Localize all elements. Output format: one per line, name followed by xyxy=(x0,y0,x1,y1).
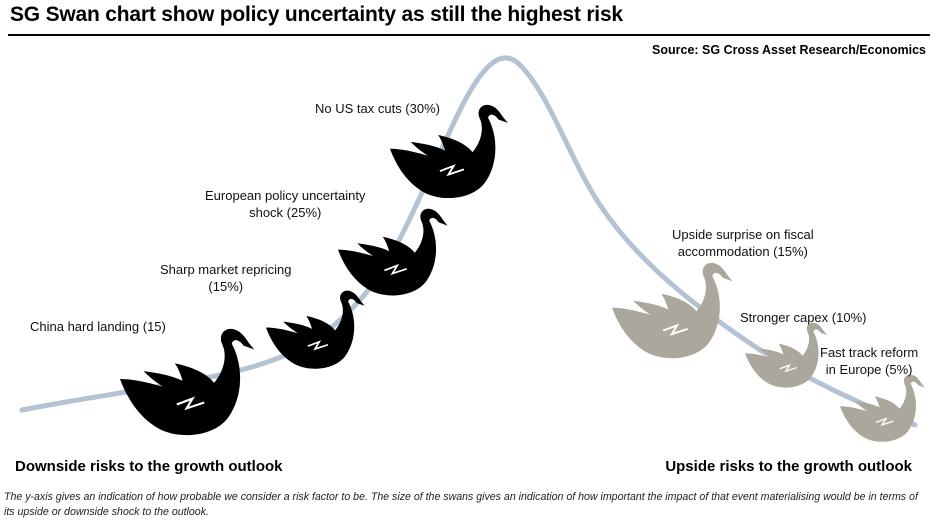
label-line: in Europe (5%) xyxy=(825,362,913,377)
footnote: The y-axis gives an indication of how pr… xyxy=(4,491,918,518)
label-line: Upside surprise on fiscal xyxy=(672,227,814,242)
upside-axis-label: Upside risks to the growth outlook xyxy=(665,458,912,475)
label-china-hard-landing: China hard landing (15) xyxy=(30,318,166,335)
label-sharp-market-repricing: Sharp market repricing (15%) xyxy=(160,261,292,295)
swan-china-hard-landing xyxy=(118,327,256,437)
swan-european-policy-uncertainty xyxy=(337,207,449,297)
label-fast-track-reform: Fast track reform in Europe (5%) xyxy=(820,344,918,378)
label-line: accommodation (15%) xyxy=(677,244,808,259)
label-line: (15%) xyxy=(208,279,244,294)
label-line: China hard landing (15) xyxy=(30,319,166,334)
swan-stronger-capex xyxy=(744,321,828,389)
label-line: Sharp market repricing xyxy=(160,262,292,277)
source-note: Source: SG Cross Asset Research/Economic… xyxy=(652,43,926,57)
chart-title: SG Swan chart show policy uncertainty as… xyxy=(10,3,623,26)
title-divider xyxy=(8,34,930,36)
label-line: shock (25%) xyxy=(249,205,322,220)
swan-fast-track-reform xyxy=(839,373,926,443)
label-upside-fiscal: Upside surprise on fiscal accommodation … xyxy=(672,226,814,260)
label-line: No US tax cuts (30%) xyxy=(315,101,440,116)
label-stronger-capex: Stronger capex (10%) xyxy=(740,309,866,326)
label-european-policy-uncertainty: European policy uncertainty shock (25%) xyxy=(205,187,365,221)
label-line: European policy uncertainty xyxy=(205,188,366,203)
downside-axis-label: Downside risks to the growth outlook xyxy=(15,458,283,475)
swan-no-us-tax-cuts xyxy=(389,103,509,199)
swan-upside-fiscal-accommodation xyxy=(611,261,734,360)
label-line: Fast track reform xyxy=(820,345,919,360)
label-line: Stronger capex (10%) xyxy=(740,310,867,325)
label-no-us-tax-cuts: No US tax cuts (30%) xyxy=(315,100,440,117)
